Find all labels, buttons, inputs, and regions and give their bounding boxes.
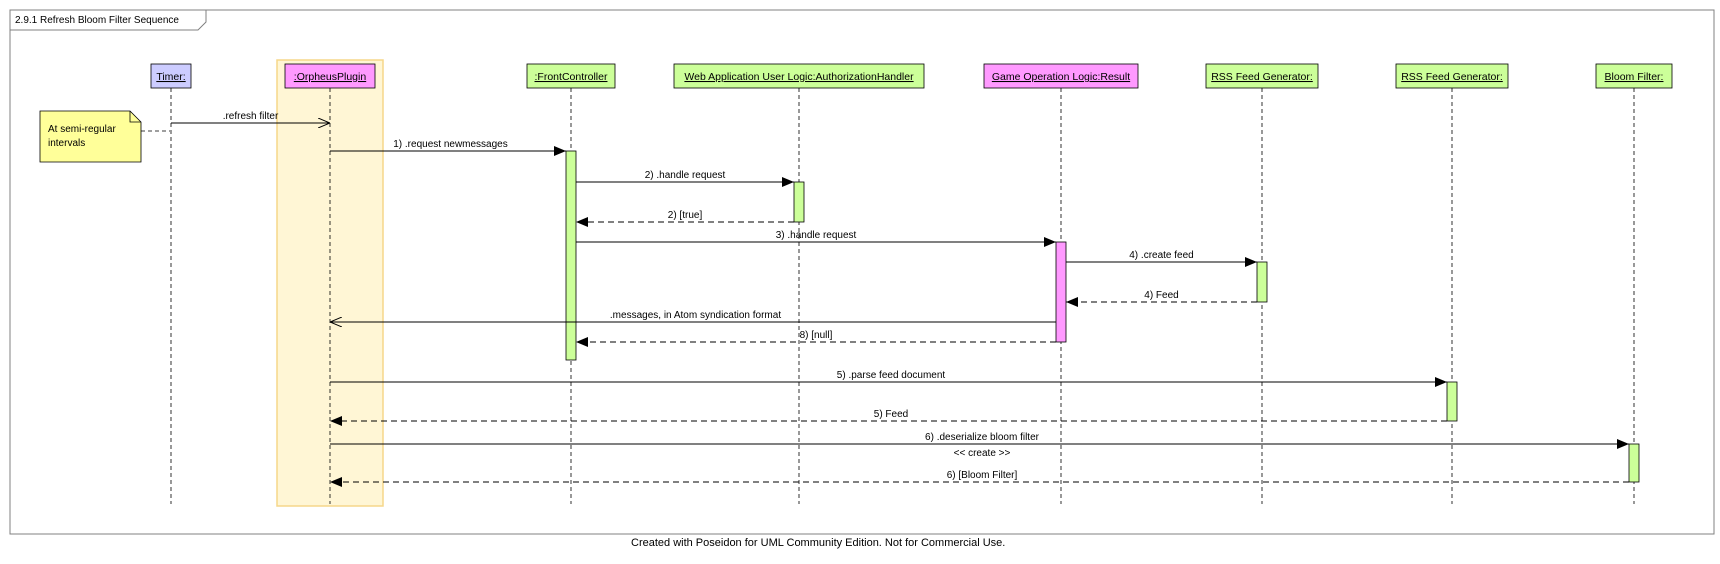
lifeline-head — [673, 63, 925, 89]
lifeline-auth: Web Application User Logic:Authorization… — [673, 63, 925, 504]
lifeline-label: Game Operation Logic:Result — [992, 71, 1130, 83]
activation-bar — [1256, 261, 1268, 303]
activation-bar — [1628, 443, 1640, 483]
note-line-2: intervals — [48, 138, 85, 149]
lifeline-head — [1395, 63, 1509, 89]
message-3: 2) .handle request — [576, 170, 794, 187]
message-8: .messages, in Atom syndication format — [330, 310, 1056, 322]
message-2: 1) .request newmessages — [330, 139, 566, 156]
lifeline-head — [1595, 63, 1673, 89]
lifeline-label: :OrpheusPlugin — [294, 71, 367, 83]
lifeline-rss1: RSS Feed Generator: — [1205, 63, 1319, 504]
lifeline-label: Web Application User Logic:Authorization… — [684, 71, 914, 83]
lifeline-rss2: RSS Feed Generator: — [1395, 63, 1509, 504]
message-6: 4) .create feed — [1066, 250, 1257, 267]
message-label: 4) .create feed — [1129, 250, 1193, 261]
activation-bar — [1446, 381, 1458, 422]
message-label: 8) [null] — [800, 330, 833, 341]
lifeline-head — [983, 63, 1139, 89]
lifeline-timer: Timer: — [150, 63, 192, 504]
lifeline-head — [1205, 63, 1319, 89]
lifeline-label: Timer: — [156, 71, 185, 83]
message-12: 6) .deserialize bloom filter << create >> — [330, 432, 1629, 459]
message-10: 5) .parse feed document — [330, 370, 1447, 387]
message-9: 8) [null] — [576, 330, 1056, 347]
message-label: 6) [Bloom Filter] — [947, 470, 1018, 481]
message-label: 2) [true] — [668, 210, 703, 221]
message-7: 4) Feed — [1066, 290, 1257, 307]
diagram-frame: 2.9.1 Refresh Bloom Filter Sequence — [9, 9, 1715, 535]
message-label: 5) .parse feed document — [837, 370, 946, 381]
message-1: .refresh filter — [171, 111, 330, 123]
message-stereotype: << create >> — [954, 448, 1011, 459]
footer-text: Created with Poseidon for UML Community … — [631, 537, 1005, 549]
activation-bar — [793, 181, 805, 223]
lifeline-head — [150, 63, 192, 89]
message-label: .messages, in Atom syndication format — [610, 310, 781, 321]
lifeline-head — [284, 63, 376, 89]
lifeline-label: :FrontController — [535, 71, 608, 83]
lifeline-label: RSS Feed Generator: — [1211, 71, 1313, 83]
lifeline-result: Game Operation Logic:Result — [983, 63, 1139, 504]
activation-bar — [1055, 241, 1067, 343]
message-label: 1) .request newmessages — [393, 139, 508, 150]
lifeline-front: :FrontController — [526, 63, 616, 504]
lifeline-head — [526, 63, 616, 89]
frame-title: 2.9.1 Refresh Bloom Filter Sequence — [15, 15, 179, 26]
message-11: 5) Feed — [330, 409, 1447, 426]
activation-bar — [565, 150, 577, 361]
message-label: .refresh filter — [223, 111, 279, 122]
message-label: 5) Feed — [874, 409, 908, 420]
message-label: 6) .deserialize bloom filter — [925, 432, 1040, 443]
message-label: 3) .handle request — [776, 230, 857, 241]
message-label: 4) Feed — [1144, 290, 1178, 301]
lifeline-orpheus: :OrpheusPlugin — [284, 63, 376, 504]
message-4: 2) [true] — [576, 210, 794, 227]
note: At semi-regular intervals — [39, 110, 170, 163]
lifeline-label: RSS Feed Generator: — [1401, 71, 1503, 83]
message-label: 2) .handle request — [645, 170, 726, 181]
lifeline-bloom: Bloom Filter: — [1595, 63, 1673, 504]
message-5: 3) .handle request — [576, 230, 1056, 247]
message-13: 6) [Bloom Filter] — [330, 470, 1629, 487]
note-line-1: At semi-regular — [48, 124, 116, 135]
lifeline-label: Bloom Filter: — [1605, 71, 1664, 83]
